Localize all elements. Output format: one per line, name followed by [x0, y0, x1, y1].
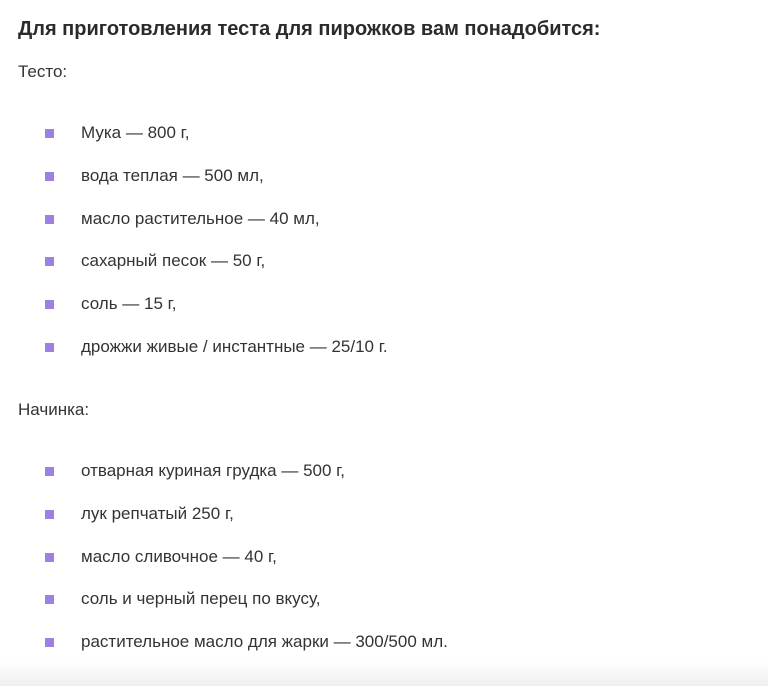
- bullet-icon: [45, 552, 54, 562]
- item-text: масло растительное — 40 мл,: [81, 208, 320, 228]
- list-item: масло растительное — 40 мл,: [0, 207, 388, 250]
- bullet-icon: [45, 467, 54, 476]
- list-item: масло сливочное — 40 г,: [0, 545, 448, 588]
- bullet-icon: [45, 638, 54, 648]
- list-item: соль — 15 г,: [0, 292, 388, 335]
- list-item: соль и черный перец по вкусу,: [0, 587, 448, 630]
- list-item: Мука — 800 г,: [0, 121, 388, 164]
- item-text: лук репчатый 250 г,: [81, 503, 234, 523]
- bottom-fade: [0, 662, 768, 686]
- bullet-icon: [45, 129, 54, 138]
- heading: Для приготовления теста для пирожков вам…: [18, 18, 601, 40]
- bullet-icon: [45, 342, 54, 352]
- list-item: сахарный песок — 50 г,: [0, 249, 388, 292]
- bullet-icon: [45, 300, 54, 310]
- list-item: дрожжи живые / инстантные — 25/10 г.: [0, 335, 388, 378]
- filling-list: отварная куриная грудка — 500 г, лук реп…: [0, 459, 448, 673]
- dough-label: Тесто:: [18, 62, 68, 81]
- bullet-icon: [45, 595, 54, 605]
- item-text: вода теплая — 500 мл,: [81, 165, 264, 185]
- bullet-icon: [45, 171, 54, 181]
- list-item: отварная куриная грудка — 500 г,: [0, 459, 448, 502]
- item-text: соль и черный перец по вкусу,: [81, 589, 321, 609]
- item-text: растительное масло для жарки — 300/500 м…: [81, 632, 448, 652]
- bullet-icon: [45, 257, 54, 267]
- bullet-icon: [45, 509, 54, 519]
- item-text: отварная куриная грудка — 500 г,: [81, 461, 346, 480]
- bullet-icon: [45, 214, 54, 224]
- item-text: масло сливочное — 40 г,: [81, 546, 277, 566]
- item-text: соль — 15 г,: [81, 294, 177, 314]
- list-item: лук репчатый 250 г,: [0, 502, 448, 545]
- item-text: Мука — 800 г,: [81, 123, 190, 142]
- list-item: растительное масло для жарки — 300/500 м…: [0, 630, 448, 673]
- item-text: дрожжи живые / инстантные — 25/10 г.: [81, 336, 388, 356]
- list-item: вода теплая — 500 мл,: [0, 164, 388, 207]
- filling-label: Начинка:: [18, 400, 90, 419]
- dough-list: Мука — 800 г, вода теплая — 500 мл, масл…: [0, 121, 388, 378]
- item-text: сахарный песок — 50 г,: [81, 251, 266, 271]
